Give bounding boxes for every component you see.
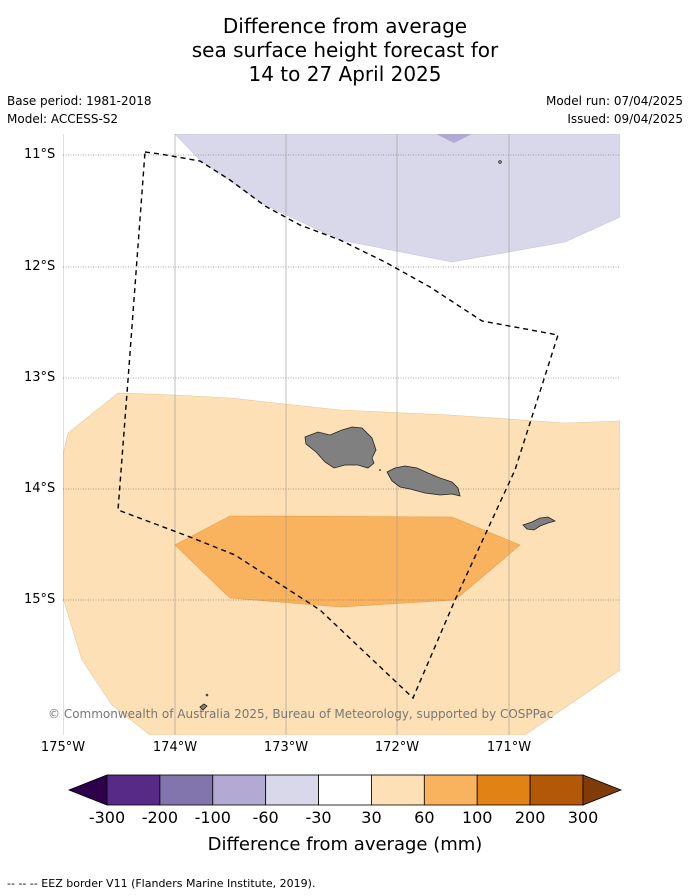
colorbar-tick-label: 100: [461, 808, 493, 827]
colorbar-label: Difference from average (mm): [207, 834, 483, 855]
savaii-island: [304, 426, 377, 469]
eez-footnote: -- -- -- EEZ border V11 (Flanders Marine…: [7, 877, 316, 890]
lon-label-175w: 175°W: [40, 740, 86, 755]
colorbar-box: [529, 774, 584, 806]
colorbar-box: [318, 774, 372, 806]
colorbar-box: [212, 774, 267, 806]
lon-label-173w: 173°W: [263, 740, 309, 755]
colorbar-tick-label: -100: [194, 808, 231, 827]
colorbar-box: [371, 774, 425, 806]
colorbar-tick-label: -60: [252, 808, 279, 827]
title-line-3: 14 to 27 April 2025: [248, 62, 442, 86]
model-label: Model: ACCESS-S2: [7, 112, 119, 126]
region-minus-30-60: [174, 134, 620, 263]
longitude-gridlines: [63, 134, 510, 735]
small-islet-south-2: [205, 693, 209, 697]
colorbar-tick-label: -200: [141, 808, 179, 827]
title-line-2: sea surface height forecast for: [191, 38, 499, 62]
colorbar-box: [265, 774, 319, 806]
colorbar-box: [423, 774, 478, 806]
colorbar-tick-label: 60: [414, 808, 435, 827]
small-islet-manono: [379, 469, 381, 471]
region-plus-60-100: [174, 515, 521, 608]
small-islet-north: [498, 160, 502, 164]
colorbar-box: [476, 774, 531, 806]
colorbar-tick-label: -30: [305, 808, 332, 827]
colorbar-boxes: [106, 774, 584, 806]
base-period-label: Base period: 1981-2018: [7, 94, 152, 108]
title-line-1: Difference from average: [222, 14, 468, 38]
region-minus-60-100: [436, 134, 472, 143]
latitude-gridlines: [63, 154, 620, 601]
small-islet-south: [199, 703, 208, 711]
eez-border: [117, 151, 559, 700]
colorbar-under-triangle: [67, 774, 108, 806]
lon-label-174w: 174°W: [152, 740, 198, 755]
lat-label-12s: 12°S: [24, 259, 56, 274]
colorbar-over-triangle: [582, 774, 623, 806]
map-title: Difference from average sea surface heig…: [0, 14, 690, 86]
lat-label-13s: 13°S: [24, 370, 56, 385]
tutuila-island: [522, 516, 557, 531]
colorbar: [67, 774, 623, 806]
lat-label-11s: 11°S: [24, 147, 56, 162]
issued-label: Issued: 09/04/2025: [567, 112, 683, 126]
map-area: [63, 134, 620, 735]
colorbar-tick-label: -300: [88, 808, 126, 827]
upolu-island: [386, 465, 461, 497]
model-run-label: Model run: 07/04/2025: [545, 94, 683, 108]
lat-label-15s: 15°S: [24, 592, 56, 607]
colorbar-tick-label: 200: [514, 808, 546, 827]
lon-label-171w: 171°W: [486, 740, 532, 755]
lon-label-172w: 172°W: [374, 740, 420, 755]
copyright-notice: © Commonwealth of Australia 2025, Bureau…: [48, 707, 554, 721]
colorbar-box: [106, 774, 161, 806]
colorbar-box: [159, 774, 214, 806]
lat-label-14s: 14°S: [24, 481, 56, 496]
colorbar-tick-label: 30: [361, 808, 382, 827]
colorbar-tick-label: 300: [567, 808, 599, 827]
